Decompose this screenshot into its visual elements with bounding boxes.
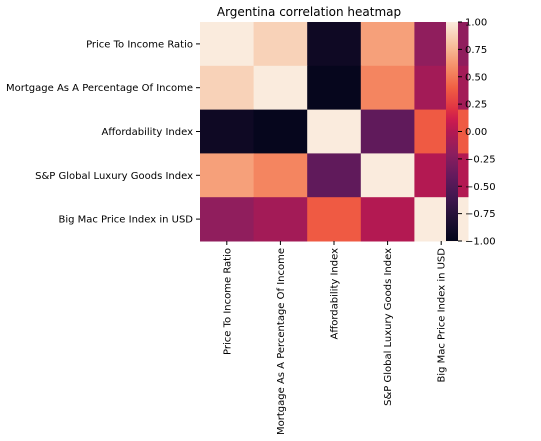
heatmap-cells xyxy=(200,22,469,242)
column-label: S&P Global Luxury Goods Index xyxy=(383,248,394,406)
heatmap-cell xyxy=(360,22,415,67)
heatmap-cell xyxy=(200,65,255,111)
column-label: Price To Income Ratio xyxy=(222,248,233,355)
colorbar-tick-label: 0.00 xyxy=(465,127,487,138)
chart-title: Argentina correlation heatmap xyxy=(217,5,401,19)
heatmap-cell xyxy=(200,22,255,67)
heatmap-cell xyxy=(360,153,415,198)
colorbar-tick-label: 0.25 xyxy=(465,100,487,111)
heatmap-cell xyxy=(307,65,362,111)
heatmap-cell xyxy=(253,22,308,67)
heatmap-cell xyxy=(253,197,308,242)
heatmap-cell xyxy=(414,65,469,111)
row-label: Mortgage As A Percentage Of Income xyxy=(6,83,193,94)
colorbar-ticks: 1.00 0.75 0.50 0.25 0.00 −0.25 −0.50 −0.75 −1.00 xyxy=(458,18,496,248)
heatmap-cell xyxy=(200,197,255,242)
heatmap-cell xyxy=(307,153,362,198)
heatmap-cell xyxy=(414,197,469,242)
heatmap-cell xyxy=(414,153,469,198)
column-label: Big Mac Price Index in USD xyxy=(437,248,448,383)
row-labels: Price To Income Ratio Mortgage As A Perce… xyxy=(6,39,200,226)
colorbar-tick-label: −0.50 xyxy=(465,182,496,193)
colorbar-tick-label: 1.00 xyxy=(465,18,487,29)
heatmap-cell xyxy=(414,22,469,67)
heatmap-cell xyxy=(253,65,308,111)
heatmap-cell xyxy=(253,153,308,198)
heatmap-cell xyxy=(360,197,415,242)
heatmap-cell xyxy=(360,109,415,154)
colorbar-tick-label: 0.50 xyxy=(465,72,487,83)
heatmap-cell xyxy=(200,109,255,154)
column-labels: Price To Income Ratio Mortgage As A Perce… xyxy=(222,241,448,435)
column-label: Affordability Index xyxy=(330,248,341,340)
heatmap-cell xyxy=(307,109,362,154)
colorbar xyxy=(446,22,458,241)
colorbar-tick-label: −1.00 xyxy=(465,237,496,248)
heatmap-cell xyxy=(253,109,308,154)
heatmap-cell xyxy=(200,153,255,198)
heatmap-cell xyxy=(307,22,362,67)
heatmap-cell xyxy=(307,197,362,242)
column-label: Mortgage As A Percentage Of Income xyxy=(276,248,287,435)
heatmap-cell xyxy=(360,65,415,111)
row-label: Affordability Index xyxy=(102,127,194,138)
colorbar-tick-label: −0.25 xyxy=(465,154,496,165)
colorbar-tick-label: 0.75 xyxy=(465,45,487,56)
row-label: S&P Global Luxury Goods Index xyxy=(35,171,193,182)
row-label: Price To Income Ratio xyxy=(86,39,193,50)
row-label: Big Mac Price Index in USD xyxy=(58,215,193,226)
colorbar-tick-label: −0.75 xyxy=(465,209,496,220)
